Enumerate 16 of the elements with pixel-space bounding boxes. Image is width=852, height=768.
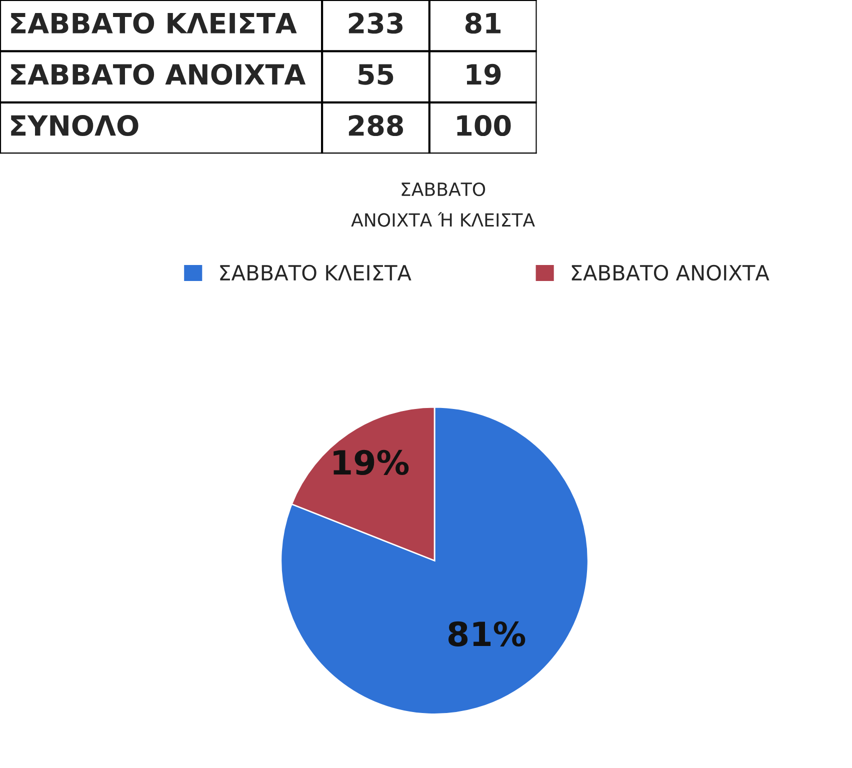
data-label: 288 xyxy=(348,115,403,136)
data-label: 100 xyxy=(457,115,511,136)
chart-subtitle: ΑΝΟΙΧΤΑ Ή ΚΛΕΙΣΤΑ xyxy=(351,212,535,227)
legend-label: ΣΑΒΒΑΤΟ ΚΛΕΙΣΤΑ xyxy=(220,264,412,281)
pie-slice xyxy=(280,406,589,715)
category-label: ΣΑΒΒΑΤΟ ΚΛΕΙΣΤΑ xyxy=(11,12,297,34)
category-label: ΣΑΒΒΑΤΟ ΑΝΟΙΧΤΑ xyxy=(11,64,306,85)
data-label: 81 xyxy=(465,12,500,34)
data-label: 19% xyxy=(334,450,409,476)
legend-label: ΣΑΒΒΑΤΟ ΑΝΟΙΧΤΑ xyxy=(572,264,770,281)
data-label: 19 xyxy=(466,64,501,85)
data-label: 55 xyxy=(358,64,394,85)
category-label: ΣΥΝΟΛΟ xyxy=(11,115,138,136)
chart-title: ΣΑΒΒΑΤΟ xyxy=(402,182,486,196)
data-label: 81% xyxy=(448,621,526,647)
data-label: 233 xyxy=(348,12,403,34)
